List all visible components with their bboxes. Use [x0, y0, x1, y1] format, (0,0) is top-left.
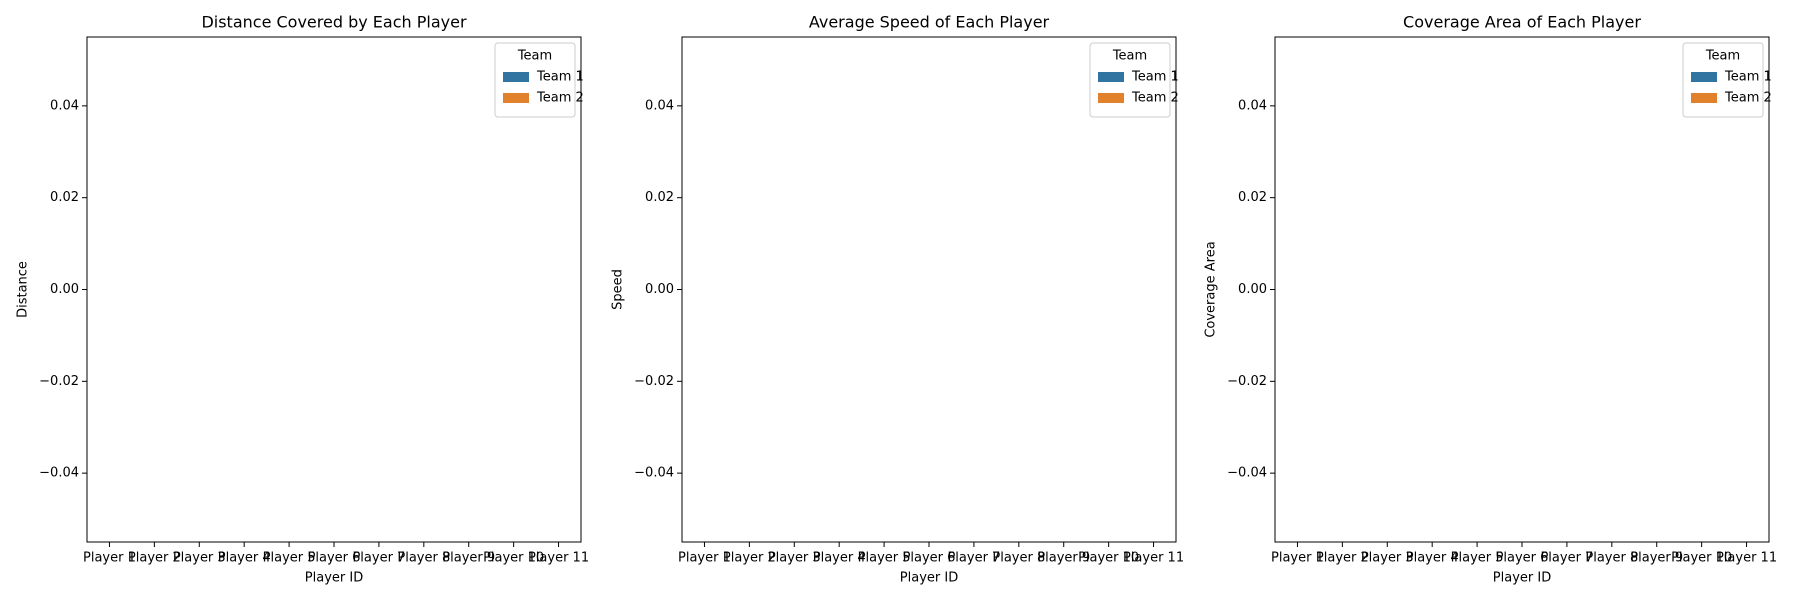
x-tick-label: Player 5: [858, 551, 911, 566]
x-tick-label: Player 2: [723, 551, 776, 566]
x-tick-label: Player 9: [1037, 551, 1090, 566]
y-tick-label: 0.00: [1238, 282, 1267, 297]
subplot: Distance Covered by Each Player Player ID…: [16, 13, 590, 586]
y-axis-label: Distance: [16, 261, 31, 318]
y-tick-label: −0.02: [1227, 374, 1267, 389]
y-tick-label: 0.00: [50, 282, 79, 297]
x-tick-label: Player 1: [678, 551, 731, 566]
subplot-title: Coverage Area of Each Player: [1403, 13, 1641, 32]
x-tick-label: Player 7: [947, 551, 1000, 566]
x-tick-label: Player 6: [903, 551, 956, 566]
axes-frame: [681, 36, 1177, 543]
y-tick-label: 0.04: [645, 98, 674, 113]
y-tick-label: −0.04: [1227, 466, 1267, 481]
x-tick-label: Player 8: [397, 551, 450, 566]
legend-label: Team 1: [536, 70, 584, 85]
x-axis-label: Player ID: [1493, 571, 1551, 586]
legend-swatch: [1098, 72, 1124, 82]
legend-label: Team 2: [1131, 91, 1179, 106]
x-tick-label: Player 11: [528, 551, 589, 566]
y-tick-label: −0.04: [39, 466, 79, 481]
legend-title: Team: [1705, 49, 1740, 64]
legend: Team Team 1 Team 2: [1682, 42, 1772, 118]
y-axis-label: Coverage Area: [1204, 241, 1219, 337]
y-tick-label: 0.02: [1238, 190, 1267, 205]
legend-label: Team 2: [536, 91, 584, 106]
x-tick-label: Player 10: [483, 551, 544, 566]
y-tick-label: 0.04: [1238, 98, 1267, 113]
x-tick-label: Player 1: [83, 551, 136, 566]
x-tick-label: Player 3: [768, 551, 821, 566]
legend-swatch: [1098, 93, 1124, 103]
x-tick-label: Player 5: [263, 551, 316, 566]
y-tick-label: 0.04: [50, 98, 79, 113]
legend: Team Team 1 Team 2: [494, 42, 584, 118]
subplot: Coverage Area of Each Player Player ID Cov…: [1204, 13, 1778, 586]
x-tick-label: Player 3: [1361, 551, 1414, 566]
x-tick-label: Player 10: [1671, 551, 1732, 566]
x-tick-label: Player 3: [173, 551, 226, 566]
x-tick-label: Player 2: [1316, 551, 1369, 566]
x-axis-label: Player ID: [900, 571, 958, 586]
x-tick-label: Player 9: [442, 551, 495, 566]
x-tick-label: Player 5: [1451, 551, 1504, 566]
legend-swatch: [503, 93, 529, 103]
legend-swatch: [503, 72, 529, 82]
x-tick-label: Player 1: [1271, 551, 1324, 566]
x-tick-label: Player 6: [308, 551, 361, 566]
x-tick-label: Player 4: [218, 551, 271, 566]
legend-label: Team 1: [1131, 70, 1179, 85]
legend-swatch: [1691, 93, 1717, 103]
y-tick-label: −0.04: [634, 466, 674, 481]
x-tick-label: Player 8: [1585, 551, 1638, 566]
y-tick-label: 0.02: [645, 190, 674, 205]
x-tick-label: Player 2: [128, 551, 181, 566]
subplot-title: Average Speed of Each Player: [809, 13, 1050, 32]
y-axis-label: Speed: [611, 269, 626, 310]
x-tick-label: Player 10: [1078, 551, 1139, 566]
x-tick-label: Player 7: [1540, 551, 1593, 566]
x-tick-label: Player 11: [1716, 551, 1777, 566]
axes-frame: [1274, 36, 1770, 543]
x-tick-label: Player 7: [352, 551, 405, 566]
subplot: Average Speed of Each Player Player ID Spe…: [611, 13, 1185, 586]
y-tick-label: −0.02: [39, 374, 79, 389]
x-tick-label: Player 9: [1630, 551, 1683, 566]
y-tick-label: 0.00: [645, 282, 674, 297]
legend-title: Team: [517, 49, 552, 64]
legend: Team Team 1 Team 2: [1089, 42, 1179, 118]
legend-label: Team 2: [1724, 91, 1772, 106]
x-axis-label: Player ID: [305, 571, 363, 586]
subplot-title: Distance Covered by Each Player: [201, 13, 466, 32]
x-tick-label: Player 4: [813, 551, 866, 566]
x-tick-label: Player 11: [1123, 551, 1184, 566]
x-tick-label: Player 4: [1406, 551, 1459, 566]
legend-swatch: [1691, 72, 1717, 82]
legend-title: Team: [1112, 49, 1147, 64]
y-tick-label: 0.02: [50, 190, 79, 205]
y-tick-label: −0.02: [634, 374, 674, 389]
axes-frame: [86, 36, 582, 543]
legend-label: Team 1: [1724, 70, 1772, 85]
x-tick-label: Player 8: [992, 551, 1045, 566]
x-tick-label: Player 6: [1496, 551, 1549, 566]
